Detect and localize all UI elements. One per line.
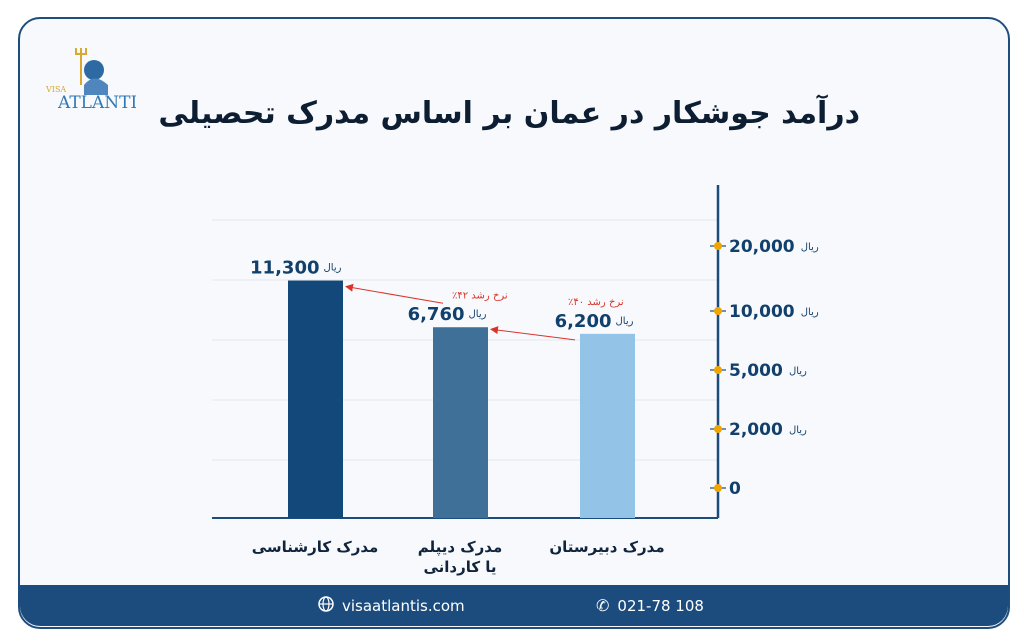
x-category-label: مدرک دیپلم یا کاردانی — [390, 537, 530, 577]
logo-atlantis-text: ATLANTIS — [57, 93, 136, 113]
x-category-line: مدرک دیپلم — [417, 538, 503, 556]
phone-link[interactable]: ✆ 021-78 108 — [596, 596, 704, 615]
bar-unit-label: ریال — [469, 309, 487, 320]
website-link[interactable]: visaatlantis.com — [318, 596, 465, 616]
y-tick-dot — [714, 366, 722, 374]
y-tick-unit: ریال — [789, 425, 807, 436]
globe-icon — [318, 596, 334, 616]
y-tick-label: 5,000 — [729, 361, 783, 381]
website-text: visaatlantis.com — [342, 597, 465, 615]
y-tick-label: 0 — [729, 479, 741, 499]
bar — [433, 327, 488, 518]
y-tick-label: 10,000 — [729, 302, 795, 322]
y-tick-dot — [714, 484, 722, 492]
x-category-line: مدرک دبیرستان — [549, 538, 665, 556]
x-category-label: مدرک کارشناسی — [245, 537, 385, 557]
footer-bar: visaatlantis.com ✆ 021-78 108 — [20, 585, 1008, 626]
y-tick-dot — [714, 425, 722, 433]
x-category-line: مدرک کارشناسی — [251, 538, 379, 556]
page-title: درآمد جوشکار در عمان بر اساس مدرک تحصیلی — [158, 96, 860, 131]
growth-rate-label: نرخ رشد ۴۲٪ — [452, 291, 508, 302]
bar-value-label: 6,760 — [408, 304, 465, 325]
y-tick-unit: ریال — [789, 366, 807, 377]
x-category-line: یا کاردانی — [423, 558, 497, 576]
visa-atlantis-logo: VISA ATLANTIS — [36, 40, 149, 120]
logo-visa-text: VISA — [45, 85, 66, 94]
phone-icon: ✆ — [596, 596, 610, 615]
y-tick-label: 2,000 — [729, 420, 783, 440]
infographic-card — [18, 17, 1010, 629]
y-tick-unit: ریال — [801, 242, 819, 253]
y-tick-dot — [714, 307, 722, 315]
y-tick-dot — [714, 242, 722, 250]
y-tick-label: 20,000 — [729, 237, 795, 257]
bar-unit-label: ریال — [616, 316, 634, 327]
phone-text: 021-78 108 — [617, 596, 704, 615]
growth-rate-label: نرخ رشد ۴۰٪ — [568, 297, 624, 308]
x-category-label: مدرک دبیرستان — [537, 537, 677, 557]
bar-value-label: 11,300 — [250, 258, 319, 279]
growth-arrow — [490, 326, 576, 341]
bar — [580, 333, 635, 518]
bar-value-label: 6,200 — [555, 311, 612, 332]
bar — [288, 280, 343, 518]
growth-arrow — [345, 283, 444, 304]
y-tick-unit: ریال — [801, 307, 819, 318]
bar-unit-label: ریال — [324, 263, 342, 274]
